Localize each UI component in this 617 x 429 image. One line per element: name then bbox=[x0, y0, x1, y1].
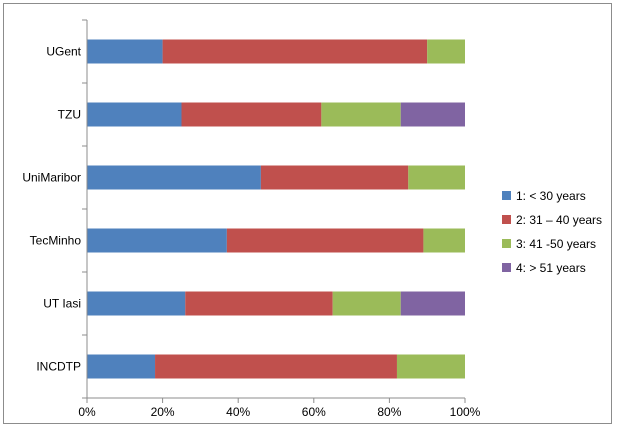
legend-swatch bbox=[502, 215, 511, 224]
x-tick-label: 80% bbox=[377, 405, 401, 419]
bar-segment bbox=[321, 102, 401, 127]
bar-segment bbox=[87, 102, 182, 127]
bar-segment bbox=[87, 354, 156, 379]
legend-entry: 1: < 30 years bbox=[516, 189, 586, 203]
legend-entry: 4: > 51 years bbox=[516, 261, 586, 275]
bar-segment bbox=[400, 291, 465, 316]
legend-entry: 3: 41 -50 years bbox=[516, 237, 596, 251]
bar-segment bbox=[226, 228, 424, 253]
category-label: UGent bbox=[46, 45, 81, 59]
category-label: UT Iasi bbox=[43, 297, 81, 311]
bar-segment bbox=[87, 291, 186, 316]
x-tick-label: 100% bbox=[450, 405, 481, 419]
legend-swatch bbox=[502, 263, 511, 272]
legend-swatch bbox=[502, 239, 511, 248]
bar-segment bbox=[155, 354, 397, 379]
bar-segment bbox=[427, 39, 465, 64]
bar-segment bbox=[260, 165, 409, 190]
x-tick-label: 60% bbox=[302, 405, 326, 419]
bar-segment bbox=[87, 39, 163, 64]
bar-segment bbox=[396, 354, 465, 379]
bar-segment bbox=[185, 291, 333, 316]
legend-entry: 2: 31 – 40 years bbox=[516, 213, 602, 227]
bar-segment bbox=[332, 291, 401, 316]
bar-segment bbox=[87, 228, 227, 253]
category-label: UniMaribor bbox=[22, 171, 81, 185]
category-label: TZU bbox=[58, 108, 81, 122]
bar-segment bbox=[408, 165, 465, 190]
category-label: TecMinho bbox=[30, 234, 82, 248]
x-tick-label: 0% bbox=[78, 405, 96, 419]
category-label: INCDTP bbox=[36, 360, 81, 374]
bar-segment bbox=[423, 228, 465, 253]
bar-segment bbox=[181, 102, 322, 127]
chart-frame bbox=[3, 3, 612, 424]
x-tick-label: 20% bbox=[151, 405, 175, 419]
bar-segment bbox=[400, 102, 465, 127]
x-tick-label: 40% bbox=[226, 405, 250, 419]
legend-swatch bbox=[502, 191, 511, 200]
bar-segment bbox=[87, 165, 261, 190]
bar-segment bbox=[162, 39, 428, 64]
